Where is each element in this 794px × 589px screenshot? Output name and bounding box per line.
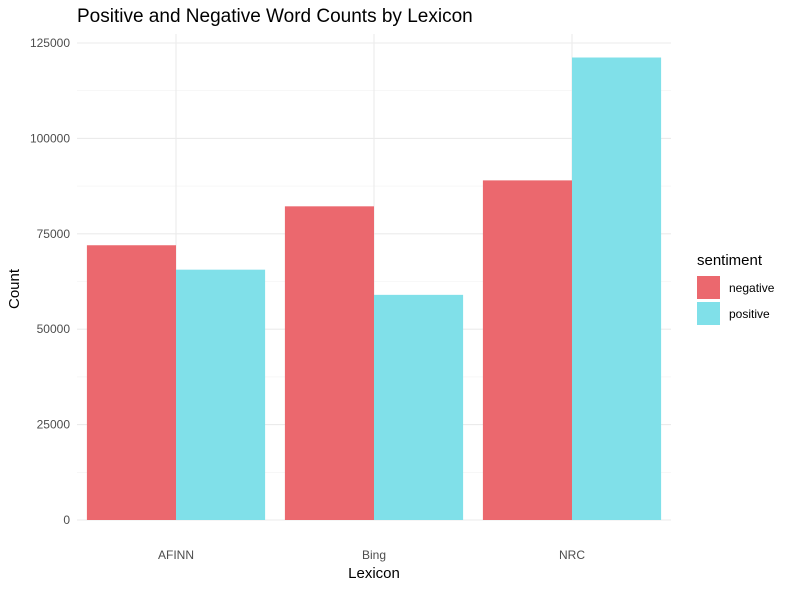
y-tick-label: 75000 — [37, 227, 71, 241]
legend: sentiment negative positive — [697, 252, 775, 325]
y-axis-tick-labels: 0 25000 50000 75000 100000 125000 — [30, 36, 70, 527]
bar-negative-nrc — [482, 180, 572, 520]
x-tick-label: AFINN — [158, 548, 194, 562]
y-tick-label: 25000 — [37, 418, 71, 432]
legend-label-negative: negative — [729, 281, 775, 295]
y-tick-label: 125000 — [30, 36, 70, 50]
bar-negative-bing — [284, 206, 374, 520]
chart-title: Positive and Negative Word Counts by Lex… — [77, 6, 473, 27]
x-axis-title: Lexicon — [348, 565, 400, 582]
bars — [86, 57, 662, 521]
legend-title: sentiment — [697, 252, 763, 269]
x-axis-tick-labels: AFINN Bing NRC — [158, 548, 585, 562]
y-tick-label: 50000 — [37, 322, 71, 336]
x-tick-label: Bing — [362, 548, 386, 562]
legend-key-positive — [697, 302, 720, 325]
y-tick-label: 100000 — [30, 131, 70, 145]
y-tick-label: 0 — [63, 513, 70, 527]
legend-label-positive: positive — [729, 307, 770, 321]
x-tick-label: NRC — [559, 548, 585, 562]
bar-positive-nrc — [572, 57, 662, 521]
bar-positive-bing — [374, 294, 464, 520]
bar-negative-afinn — [86, 245, 176, 521]
y-axis-title: Count — [6, 268, 23, 309]
legend-key-negative — [697, 276, 720, 299]
bar-positive-afinn — [176, 269, 266, 520]
legend-items: negative positive — [697, 276, 775, 325]
